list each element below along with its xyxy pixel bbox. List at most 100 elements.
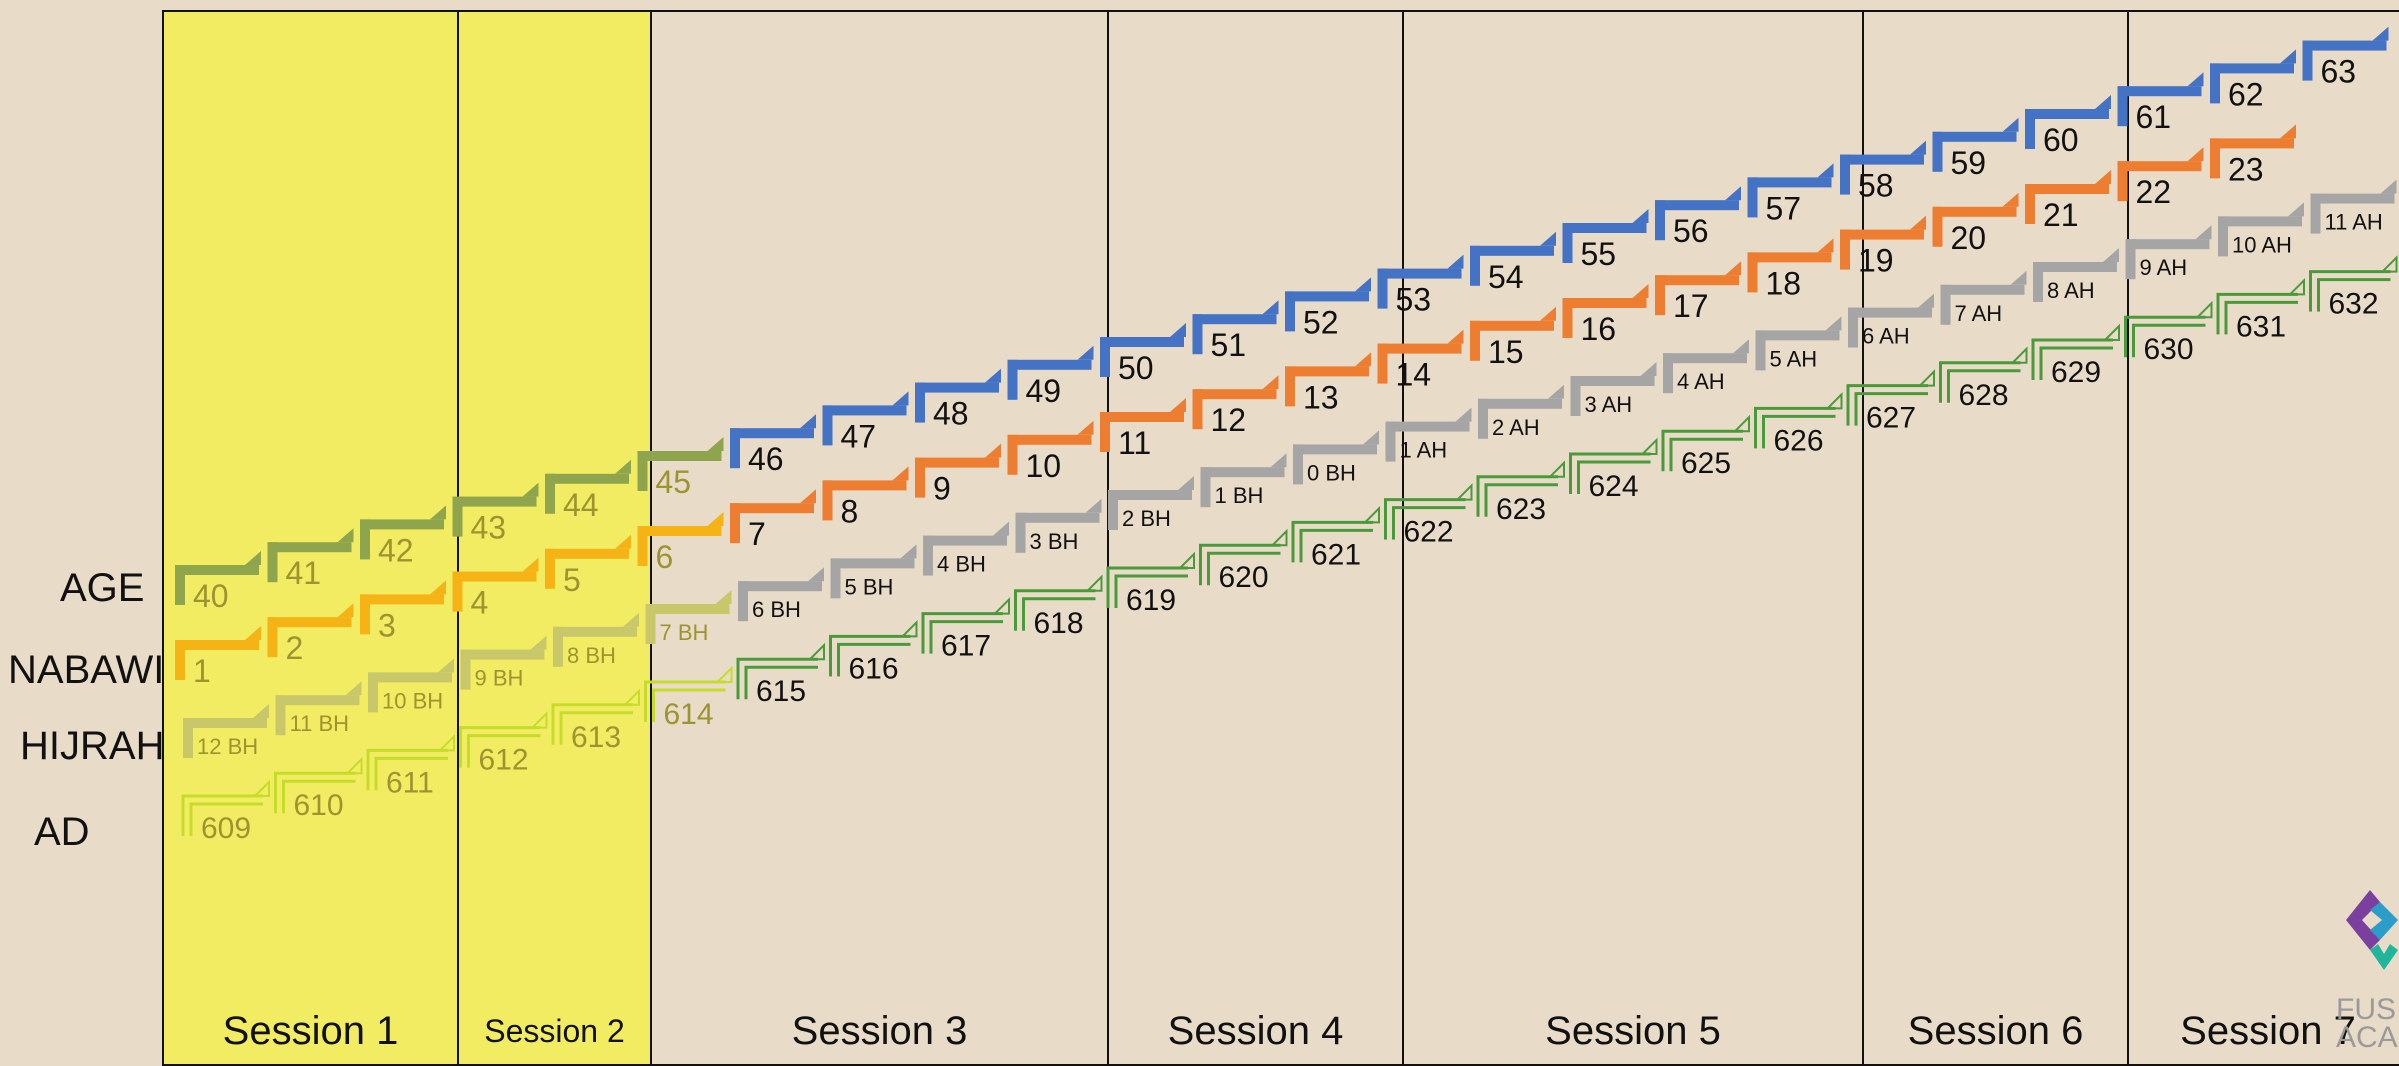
step-hijrah: 5 AH bbox=[1755, 316, 1842, 371]
step-label-nabawi: 18 bbox=[1766, 265, 1802, 301]
step-label-ad: 628 bbox=[1959, 379, 2009, 412]
step-label-hijrah: 4 BH bbox=[937, 552, 986, 577]
step-ad: 629 bbox=[2031, 323, 2120, 389]
session-column-2: Session 2 bbox=[457, 10, 652, 1066]
session-label: Session 6 bbox=[1907, 1009, 2084, 1053]
step-nabawi: 23 bbox=[2210, 124, 2296, 187]
step-nabawi: 11 bbox=[1100, 398, 1186, 461]
step-label-nabawi: 11 bbox=[1118, 425, 1151, 461]
step-label-nabawi: 16 bbox=[1581, 311, 1617, 347]
step-label-nabawi: 22 bbox=[2136, 174, 2172, 210]
step-nabawi: 16 bbox=[1562, 284, 1649, 347]
step-label-age: 53 bbox=[1396, 282, 1432, 318]
step-ad: 622 bbox=[1384, 483, 1473, 549]
step-label-ad: 632 bbox=[2329, 288, 2379, 321]
step-nabawi: 10 bbox=[1007, 420, 1094, 484]
step-label-age: 51 bbox=[1211, 327, 1247, 363]
step-ad: 632 bbox=[2309, 255, 2398, 321]
step-age: 61 bbox=[2117, 72, 2204, 135]
step-nabawi: 15 bbox=[1470, 306, 1556, 370]
step-hijrah: 10 AH bbox=[2218, 202, 2304, 257]
step-label-nabawi: 15 bbox=[1488, 334, 1524, 370]
step-label-hijrah: 2 BH bbox=[1122, 506, 1171, 531]
step-age: 56 bbox=[1655, 186, 1741, 249]
step-label-ad: 617 bbox=[941, 630, 991, 663]
session-column-7: Session 7 bbox=[2127, 10, 2399, 1066]
step-age: 53 bbox=[1377, 254, 1464, 318]
step-label-nabawi: 19 bbox=[1858, 243, 1894, 279]
step-label-hijrah: 11 BH bbox=[290, 711, 350, 736]
step-nabawi: 8 bbox=[822, 466, 909, 529]
step-label-nabawi: 8 bbox=[841, 493, 859, 529]
step-ad: 613 bbox=[551, 688, 640, 754]
session-label: Session 7 bbox=[2180, 1009, 2356, 1053]
step-label-ad: 616 bbox=[849, 652, 899, 685]
step-label-age: 57 bbox=[1766, 190, 1802, 226]
step-hijrah: 9 AH bbox=[2125, 225, 2212, 280]
step-nabawi: 3 bbox=[360, 580, 446, 643]
row-label-nabawi: NABAWI bbox=[8, 648, 165, 692]
step-ad: 616 bbox=[829, 619, 918, 685]
step-ad: 631 bbox=[2216, 277, 2305, 343]
logo-line-2: ACA bbox=[2336, 1021, 2398, 1054]
step-ad: 630 bbox=[2124, 300, 2213, 366]
step-label-ad: 611 bbox=[386, 766, 434, 799]
step-hijrah: 4 AH bbox=[1663, 339, 1749, 394]
step-label-ad: 623 bbox=[1496, 493, 1546, 526]
step-ad: 618 bbox=[1014, 574, 1103, 640]
step-hijrah: 2 AH bbox=[1478, 384, 1564, 440]
step-age: 42 bbox=[360, 505, 446, 568]
step-label-nabawi: 17 bbox=[1673, 288, 1709, 324]
step-hijrah: 4 BH bbox=[923, 521, 1009, 577]
step-label-hijrah: 7 AH bbox=[1955, 301, 2003, 326]
step-label-hijrah: 3 AH bbox=[1585, 392, 1633, 417]
step-hijrah: 0 BH bbox=[1293, 430, 1379, 485]
step-ad: 614 bbox=[644, 665, 733, 731]
step-nabawi: 17 bbox=[1655, 261, 1741, 324]
step-ad: 609 bbox=[181, 779, 270, 845]
step-label-nabawi: 4 bbox=[471, 585, 489, 621]
step-label-nabawi: 10 bbox=[1026, 448, 1062, 484]
step-label-age: 43 bbox=[471, 510, 507, 546]
step-nabawi: 4 bbox=[452, 557, 539, 621]
step-label-age: 47 bbox=[841, 418, 877, 454]
step-ad: 611 bbox=[366, 733, 455, 799]
step-label-ad: 630 bbox=[2144, 333, 2194, 366]
step-age: 54 bbox=[1470, 231, 1556, 295]
step-nabawi: 14 bbox=[1377, 329, 1464, 393]
step-ad: 612 bbox=[459, 711, 548, 777]
step-nabawi: 2 bbox=[267, 603, 354, 666]
step-label-nabawi: 20 bbox=[1951, 220, 1987, 256]
step-label-hijrah: 8 BH bbox=[567, 643, 616, 668]
step-hijrah: 8 BH bbox=[553, 612, 639, 668]
step-label-nabawi: 7 bbox=[748, 516, 766, 552]
step-nabawi: 9 bbox=[915, 443, 1001, 507]
step-hijrah: 10 BH bbox=[368, 658, 454, 713]
step-ad: 615 bbox=[736, 642, 825, 708]
step-ad: 610 bbox=[274, 756, 363, 822]
session-label: Session 1 bbox=[222, 1009, 399, 1053]
step-age: 62 bbox=[2210, 49, 2296, 112]
step-label-hijrah: 5 AH bbox=[1770, 346, 1818, 371]
step-age: 41 bbox=[267, 528, 354, 591]
step-label-ad: 609 bbox=[201, 812, 251, 845]
step-age: 46 bbox=[730, 414, 816, 477]
step-hijrah: 3 AH bbox=[1570, 362, 1657, 417]
step-age: 44 bbox=[545, 459, 631, 523]
step-hijrah: 12 BH bbox=[183, 704, 269, 759]
step-label-hijrah: 2 AH bbox=[1492, 415, 1540, 440]
step-nabawi: 12 bbox=[1192, 375, 1279, 438]
step-hijrah: 7 BH bbox=[645, 590, 732, 645]
step-label-nabawi: 12 bbox=[1211, 402, 1247, 438]
session-column-1: Session 1 bbox=[162, 10, 459, 1066]
row-label-ad: AD bbox=[34, 810, 90, 854]
step-label-hijrah: 1 AH bbox=[1400, 438, 1448, 463]
step-label-hijrah: 8 AH bbox=[2047, 278, 2095, 303]
step-label-age: 63 bbox=[2321, 54, 2357, 90]
step-label-nabawi: 21 bbox=[2043, 197, 2079, 233]
step-label-hijrah: 9 BH bbox=[475, 666, 524, 691]
step-label-hijrah: 11 AH bbox=[2325, 210, 2383, 235]
step-label-nabawi: 9 bbox=[933, 471, 951, 507]
step-label-ad: 610 bbox=[294, 789, 344, 822]
step-label-age: 61 bbox=[2136, 99, 2172, 135]
